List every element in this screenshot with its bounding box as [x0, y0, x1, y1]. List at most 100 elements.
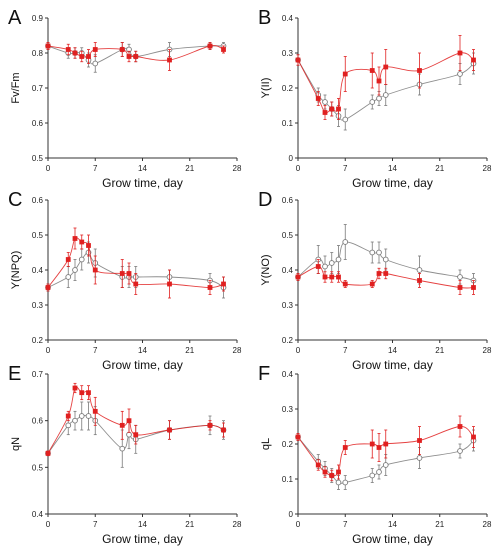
data-point	[336, 274, 341, 280]
y-tick-label: 0.2	[282, 84, 294, 93]
data-point	[119, 47, 125, 52]
data-point	[335, 479, 342, 486]
x-tick-label: 28	[483, 520, 492, 529]
y-tick-label: 0.5	[32, 463, 44, 472]
data-point	[342, 116, 349, 123]
y-tick-label: 0.1	[282, 119, 294, 128]
y-axis-title: Y(II)	[260, 78, 272, 99]
data-point	[471, 285, 476, 290]
data-point	[322, 99, 328, 105]
data-point	[65, 274, 72, 280]
data-point	[369, 99, 376, 105]
data-point	[167, 281, 172, 287]
data-point	[167, 57, 172, 63]
data-point	[369, 441, 375, 447]
data-point	[382, 92, 389, 98]
y-tick-label: 0.6	[32, 417, 44, 426]
data-point	[457, 448, 463, 454]
y-tick-label: 0.7	[32, 84, 44, 93]
x-tick-label: 0	[46, 346, 51, 355]
data-point	[221, 47, 226, 52]
y-tick-label: 0.9	[32, 14, 44, 23]
data-point	[342, 71, 348, 77]
panel-c: C 0.2 0.3 0.4 0.5 0.6 0 7 14 21 28 Grow time, day Y(…	[8, 189, 242, 372]
data-point	[86, 390, 91, 396]
y-tick-label: 0.1	[282, 475, 294, 484]
data-point	[471, 434, 476, 440]
y-tick-label: 0.3	[282, 49, 294, 58]
panel-letter: C	[8, 189, 22, 211]
y-tick-label: 0.5	[282, 231, 294, 240]
data-point	[315, 96, 321, 101]
data-point	[329, 106, 335, 112]
x-tick-label: 0	[296, 164, 301, 173]
data-point	[342, 445, 348, 450]
data-point	[79, 390, 85, 396]
data-point	[72, 50, 78, 56]
data-point	[295, 57, 301, 63]
data-point	[72, 267, 78, 273]
data-point	[417, 438, 422, 443]
data-point	[457, 274, 463, 280]
x-axis-title: Grow time, day	[102, 176, 183, 190]
data-point	[328, 260, 335, 266]
data-point	[207, 422, 213, 428]
data-point	[376, 78, 382, 84]
data-point	[72, 385, 78, 391]
y-tick-label: 0.2	[32, 336, 44, 345]
y-tick-label: 0.6	[282, 196, 294, 205]
data-point	[65, 257, 71, 262]
data-point	[342, 239, 349, 245]
panel-letter: D	[258, 189, 272, 211]
x-tick-label: 7	[343, 346, 348, 355]
x-tick-label: 28	[483, 164, 492, 173]
data-point	[383, 271, 389, 276]
x-axis-title: Grow time, day	[102, 532, 183, 546]
data-point	[457, 285, 463, 290]
data-point	[376, 445, 382, 450]
x-axis-title: Grow time, day	[352, 532, 433, 546]
data-point	[369, 249, 376, 256]
panel-d: D 0.2 0.3 0.4 0.5 0.6 0 7 14 21 28 Grow time, day Y(…	[258, 189, 492, 372]
data-point	[45, 450, 51, 456]
panel-b: B 0 0.1 0.2 0.3 0.4 0 7 14 21 28 Grow time, day Y(II…	[258, 7, 492, 190]
panel-a: A 0.5 0.6 0.7 0.8 0.9 0 7 14 21 28 Grow time, day Fv…	[8, 7, 242, 190]
x-tick-label: 14	[138, 520, 147, 529]
data-point	[45, 285, 51, 290]
series-filled	[295, 415, 476, 482]
panel-letter: F	[258, 363, 270, 385]
data-point	[72, 236, 78, 241]
x-tick-label: 14	[388, 346, 397, 355]
y-axis-title: Y(NPQ)	[10, 251, 22, 290]
x-tick-label: 7	[343, 520, 348, 529]
data-point	[119, 445, 126, 452]
data-point	[167, 427, 172, 433]
data-point	[342, 281, 348, 287]
y-axis-title: qN	[10, 437, 22, 451]
data-point	[126, 271, 132, 276]
x-tick-label: 7	[343, 164, 348, 173]
panel-letter: A	[8, 7, 22, 29]
y-tick-label: 0.4	[32, 510, 44, 519]
x-tick-label: 21	[435, 346, 444, 355]
data-point	[322, 263, 328, 270]
x-tick-label: 21	[435, 164, 444, 173]
y-tick-label: 0.2	[282, 440, 294, 449]
data-point	[322, 274, 328, 280]
data-point	[336, 106, 341, 112]
data-point	[79, 54, 85, 59]
y-axis-title: qL	[260, 438, 272, 450]
x-tick-label: 21	[185, 520, 194, 529]
y-tick-label: 0.3	[32, 301, 44, 310]
x-tick-label: 14	[388, 520, 397, 529]
data-point	[457, 50, 463, 56]
data-point	[329, 274, 335, 280]
x-tick-label: 0	[296, 346, 301, 355]
data-point	[376, 271, 382, 276]
data-point	[416, 455, 423, 461]
data-point	[376, 95, 382, 102]
data-point	[133, 432, 139, 438]
series-filled	[45, 227, 226, 299]
data-point	[382, 256, 389, 263]
